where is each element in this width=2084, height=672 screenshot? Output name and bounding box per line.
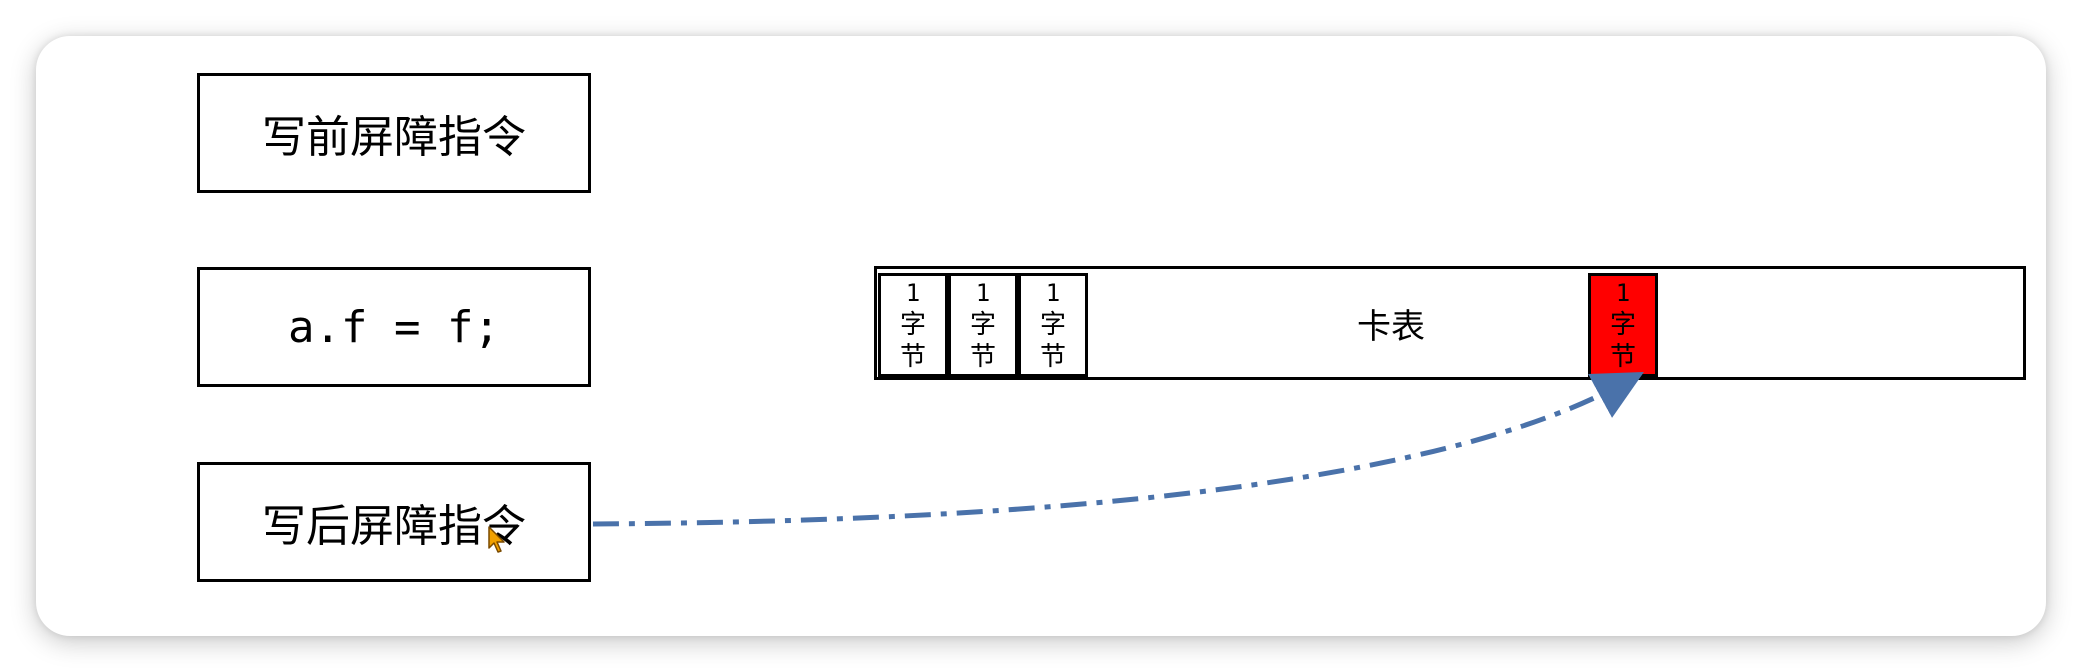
card-table-label: 卡表 [1357,306,1425,347]
byte-count: 1 [975,279,991,307]
byte-count: 1 [905,279,921,307]
field-assignment-code: a.f = f; [288,301,500,353]
byte-char-1: 字 [899,310,926,340]
byte-count: 1 [1045,279,1061,307]
pre-write-barrier-box: 写前屏障指令 [197,73,591,193]
card-table-byte-cell: 1 字 节 [1018,273,1088,377]
byte-count: 1 [1615,279,1631,307]
mouse-pointer-icon [488,526,505,553]
byte-char-1: 字 [969,310,996,340]
byte-char-1: 字 [1609,310,1636,340]
post-write-barrier-label: 写后屏障指令 [262,501,526,552]
byte-char-2: 节 [969,342,996,372]
field-assignment-box: a.f = f; [197,267,591,387]
card-table: 1 字 节 1 字 节 1 字 节 卡表 1 字 节 [874,266,2026,380]
post-write-barrier-box: 写后屏障指令 [197,462,591,582]
pre-write-barrier-label: 写前屏障指令 [262,112,526,163]
byte-char-2: 节 [899,342,926,372]
byte-char-2: 节 [1609,342,1636,372]
card-table-byte-cell: 1 字 节 [948,273,1018,377]
dirty-card-byte-cell: 1 字 节 [1588,273,1658,377]
card-table-byte-cell: 1 字 节 [878,273,948,377]
byte-char-2: 节 [1039,342,1066,372]
byte-char-1: 字 [1039,310,1066,340]
